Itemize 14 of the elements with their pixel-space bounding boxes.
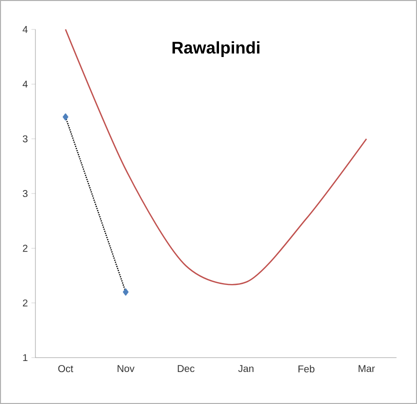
y-tick-label: 3 (22, 135, 28, 142)
text: Rawalpindi (172, 41, 260, 57)
x-tick-label: Nov (118, 365, 135, 372)
x-tick-label: Feb (298, 365, 314, 372)
x-tick-label: Dec (178, 365, 194, 372)
y-tick-label: 3 (22, 190, 28, 198)
y-tick-label: 2 (22, 244, 28, 252)
y-tick-label: 1 (23, 354, 28, 362)
x-tick-label: Oct (58, 365, 74, 372)
x-tick-label: Jan (238, 365, 254, 372)
y-tick-label: 2 (22, 299, 28, 306)
x-tick-label: Mar (358, 365, 375, 372)
y-tick-label: 4 (22, 26, 28, 33)
y-tick-label: 4 (22, 80, 28, 88)
